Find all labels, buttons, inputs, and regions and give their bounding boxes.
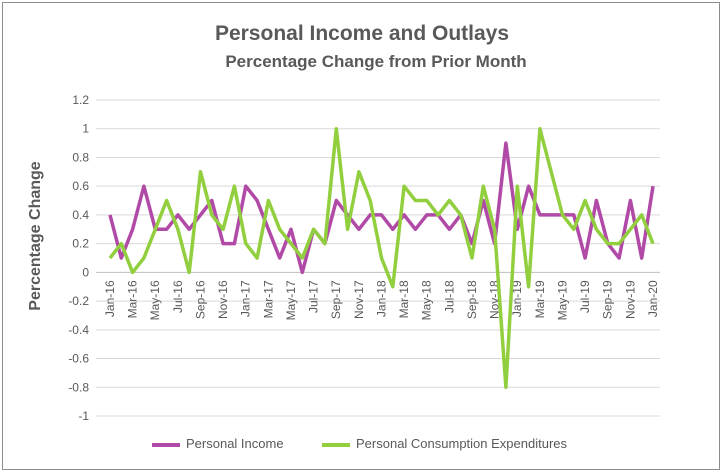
chart-frame — [2, 2, 720, 470]
legend-item-personal-income: Personal Income — [152, 436, 284, 451]
x-tick-label: Sep-17 — [329, 280, 343, 319]
chart-subtitle: Percentage Change from Prior Month — [225, 52, 527, 71]
legend-swatch-pce — [322, 442, 350, 447]
legend-label-personal-income: Personal Income — [186, 436, 284, 451]
x-tick-label: Jan-16 — [103, 280, 117, 317]
y-tick-label: -1 — [78, 409, 89, 423]
y-tick-label: 0.4 — [72, 208, 89, 222]
x-tick-label: Jan-17 — [239, 280, 253, 317]
x-tick-label: Sep-19 — [601, 280, 615, 319]
y-tick-label: -0.8 — [68, 380, 89, 394]
x-tick-label: Jul-19 — [578, 280, 592, 313]
x-tick-label: Jul-18 — [442, 280, 456, 313]
y-tick-label: 0.8 — [72, 150, 89, 164]
x-tick-label: May-19 — [556, 280, 570, 320]
x-tick-label: Mar-18 — [397, 280, 411, 318]
y-tick-label: 0 — [82, 265, 89, 279]
x-tick-label: Jan-18 — [375, 280, 389, 317]
chart-title: Personal Income and Outlays — [214, 22, 510, 45]
legend-swatch-personal-income — [152, 442, 180, 447]
x-tick-label: Jan-19 — [510, 280, 524, 317]
x-tick-label: May-16 — [148, 280, 162, 320]
y-tick-label: 1.2 — [72, 93, 89, 107]
x-tick-label: Mar-19 — [533, 280, 547, 318]
y-tick-label: -0.4 — [68, 323, 89, 337]
legend-label-pce: Personal Consumption Expenditures — [356, 436, 568, 451]
legend-item-pce: Personal Consumption Expenditures — [322, 436, 567, 451]
x-tick-label: Sep-18 — [465, 280, 479, 319]
y-tick-label: -0.6 — [68, 352, 89, 366]
y-tick-label: 1 — [82, 122, 89, 136]
x-tick-label: Nov-16 — [216, 280, 230, 319]
y-tick-label: 0.6 — [72, 179, 89, 193]
x-tick-label: Mar-17 — [261, 280, 275, 318]
x-tick-label: May-18 — [420, 280, 434, 320]
x-tick-label: Nov-19 — [623, 280, 637, 319]
x-tick-label: Mar-16 — [126, 280, 140, 318]
x-tick-label: Jan-20 — [646, 280, 660, 317]
series-line-pce — [108, 126, 655, 390]
x-tick-label: Nov-17 — [352, 280, 366, 319]
y-tick-label: 0.2 — [72, 237, 89, 251]
x-tick-label: Sep-16 — [194, 280, 208, 319]
x-tick-label: Jul-16 — [171, 280, 185, 313]
x-tick-label: Jul-17 — [307, 280, 321, 313]
y-tick-label: -0.2 — [68, 294, 89, 308]
x-tick-label: May-17 — [284, 280, 298, 320]
